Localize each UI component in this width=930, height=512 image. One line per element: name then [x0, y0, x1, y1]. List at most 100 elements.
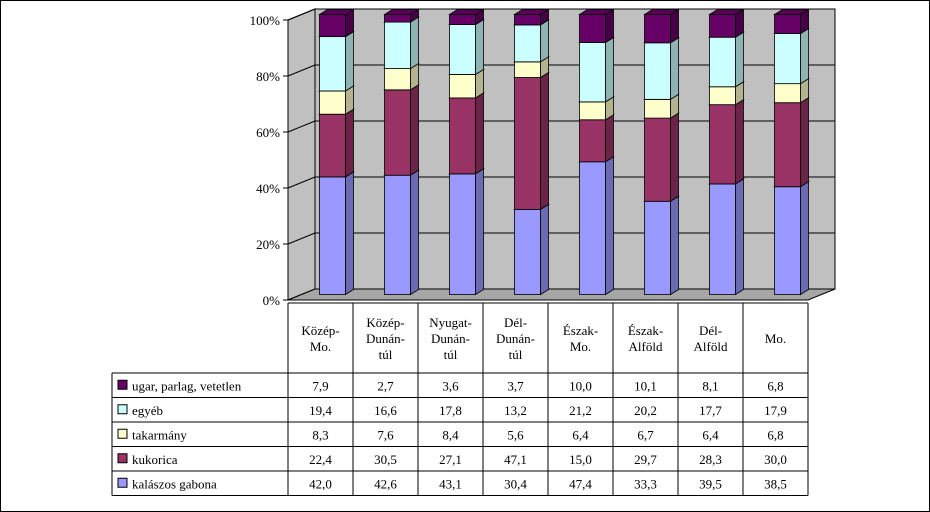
data-label: 13,2 [504, 403, 527, 418]
bar-segment [514, 14, 541, 26]
y-tick-label: 80% [256, 69, 280, 84]
bar-segment [644, 200, 671, 295]
category-label-line: Dél- [699, 323, 722, 338]
data-label: 17,8 [439, 403, 462, 418]
category-label-line: Észak- [628, 323, 663, 338]
bar-segment [319, 176, 346, 295]
y-tick-label: 40% [256, 181, 280, 196]
category-label: Észak-Mo. [563, 323, 598, 354]
bar-stack [513, 8, 550, 296]
data-label: 42,0 [309, 476, 332, 491]
data-label: 8,4 [442, 427, 459, 442]
bar-segment-side [735, 98, 744, 185]
y-tick-label: 60% [256, 125, 280, 140]
bar-stack [578, 8, 615, 296]
bar-segment [514, 24, 541, 63]
category-label-line: túl [379, 347, 393, 362]
category-label: Mo. [765, 331, 786, 346]
bar-segment-side [735, 31, 744, 88]
bar-segment [319, 14, 346, 38]
category-label-line: Észak- [563, 323, 598, 338]
category-label-line: Dunán- [366, 331, 405, 346]
bar-segment-side [605, 156, 614, 296]
data-label: 47,1 [504, 452, 527, 467]
legend-key [117, 453, 128, 464]
data-label: 5,6 [507, 427, 524, 442]
category-label: Észak-Alföld [628, 323, 663, 354]
data-label: 17,9 [764, 403, 787, 418]
gridline-side [287, 8, 316, 21]
bar-segment [449, 74, 476, 99]
category-label-line: Mo. [765, 331, 786, 346]
bar-segment-side [410, 169, 419, 296]
bar-segment [774, 186, 801, 295]
bar-segment [514, 208, 541, 295]
bar-segment-side [735, 178, 744, 296]
bar-segment-side [410, 16, 419, 70]
bar-segment-side [540, 19, 549, 63]
bar-segment-side [475, 18, 484, 76]
bar-segment-top [513, 9, 550, 15]
data-label: 33,3 [634, 476, 657, 491]
data-label: 2,7 [377, 378, 394, 393]
data-label: 10,1 [634, 378, 657, 393]
bar-segment-side [670, 8, 679, 44]
y-tick-label: 100% [250, 13, 281, 28]
bar-segment [774, 14, 801, 34]
data-label: 42,6 [374, 476, 397, 491]
bar-segment-top [448, 9, 485, 15]
bar-segment-side [540, 71, 549, 211]
bar-segment [774, 102, 801, 188]
bar-segment [319, 36, 346, 92]
category-label-line: Dunán- [431, 331, 470, 346]
data-label: 3,6 [442, 378, 459, 393]
bar-segment [774, 33, 801, 85]
data-label: 28,3 [699, 452, 722, 467]
bar-segment [709, 104, 736, 185]
category-label-line: túl [444, 347, 458, 362]
bar-stack [773, 8, 810, 296]
bar-segment-side [345, 171, 354, 296]
bar-segment-side [345, 30, 354, 92]
bar-segment [644, 14, 671, 44]
bar-segment [709, 14, 736, 38]
gridline-side [287, 232, 316, 245]
bar-segment [514, 77, 541, 210]
legend-label: kalászos gabona [132, 476, 217, 491]
category-label: Nyugat-Dunán-túl [429, 315, 472, 362]
category-label: Közép-Mo. [301, 323, 339, 354]
gridline-side [287, 64, 316, 77]
category-label: Dél-Dunán-túl [496, 315, 535, 362]
bar-stack [708, 8, 745, 296]
bar-segment [384, 68, 411, 91]
category-label-line: Nyugat- [429, 315, 472, 330]
data-label: 29,7 [634, 452, 657, 467]
y-tick-label: 20% [256, 237, 280, 252]
gridline-side [287, 176, 316, 189]
bar-segment-side [410, 84, 419, 176]
legend-key [117, 477, 128, 488]
data-label: 38,5 [764, 476, 787, 491]
legend-label: takarmány [132, 427, 187, 442]
category-label-line: túl [509, 347, 523, 362]
category-label-line: Dél- [504, 315, 527, 330]
bar-segment-side [605, 8, 614, 44]
bar-segment-top [578, 9, 615, 15]
data-label: 22,4 [309, 452, 332, 467]
bar-segment-side [800, 27, 809, 85]
bar-segment [319, 90, 346, 115]
bar-segment [774, 83, 801, 104]
data-label: 16,6 [374, 403, 397, 418]
bar-stack [318, 8, 355, 296]
bar-segment [579, 101, 606, 121]
data-label: 30,0 [764, 452, 787, 467]
data-label: 21,2 [569, 403, 592, 418]
data-label: 20,2 [634, 403, 657, 418]
bar-segment [384, 14, 411, 23]
data-label: 6,8 [767, 427, 783, 442]
bar-segment [449, 97, 476, 175]
bar-stack [643, 8, 680, 296]
category-label: Dél-Alföld [694, 323, 728, 354]
legend-key [117, 379, 128, 390]
